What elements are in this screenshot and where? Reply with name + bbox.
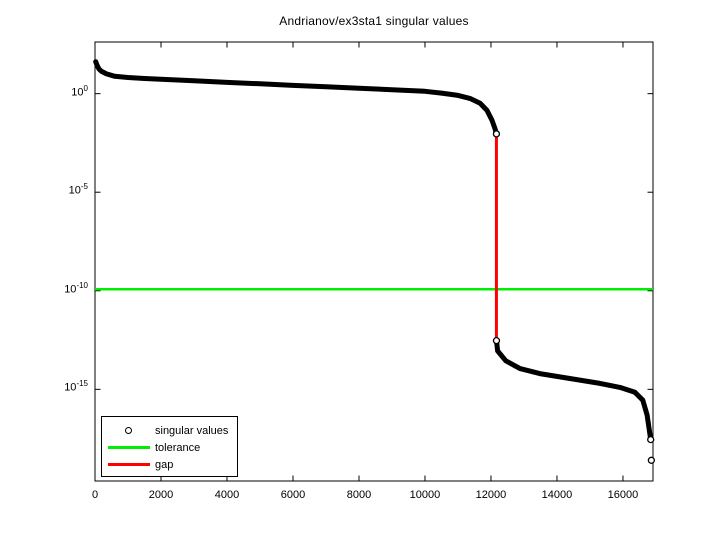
tolerance-line-icon xyxy=(107,446,150,449)
singular-values-curve-upper xyxy=(93,59,499,137)
y-tick-label: 10-15 xyxy=(64,379,88,394)
circle-marker-icon xyxy=(125,427,132,434)
legend-item-singular-values: singular values xyxy=(102,422,237,439)
gap-bottom-marker xyxy=(492,336,501,345)
legend-item-gap: gap xyxy=(102,456,237,473)
x-tick-label: 16000 xyxy=(607,489,639,501)
plot-area-border xyxy=(94,41,654,482)
legend-item-tolerance: tolerance xyxy=(102,439,237,456)
last-singular-value-marker xyxy=(647,456,656,464)
x-tick-label: 14000 xyxy=(541,489,573,501)
gap-top-marker xyxy=(492,130,501,138)
x-tick-label: 2000 xyxy=(148,489,174,501)
curve-end-marker xyxy=(647,435,655,444)
chart-title: Andrianov/ex3sta1 singular values xyxy=(279,14,469,28)
legend-marker-col xyxy=(102,427,155,434)
x-tick-label: 0 xyxy=(91,489,99,501)
legend-label-tolerance: tolerance xyxy=(155,441,201,454)
singular-values-curve-lower xyxy=(494,338,654,443)
y-tick-label: 100 xyxy=(71,83,88,99)
y-tick-label: 10-5 xyxy=(68,182,88,197)
x-tick-label: 8000 xyxy=(346,489,372,501)
gap-line-icon xyxy=(107,463,150,466)
legend-marker-col xyxy=(102,446,155,449)
legend-marker-col xyxy=(102,463,155,466)
legend: singular values tolerance gap xyxy=(101,416,238,477)
legend-label-singular-values: singular values xyxy=(155,424,229,437)
legend-label-gap: gap xyxy=(155,458,174,471)
x-tick-label: 12000 xyxy=(475,489,507,501)
x-tick-label: 6000 xyxy=(280,489,306,501)
x-tick-label: 10000 xyxy=(409,489,441,501)
x-tick-label: 4000 xyxy=(214,489,240,501)
y-tick-label: 10-10 xyxy=(64,280,88,296)
